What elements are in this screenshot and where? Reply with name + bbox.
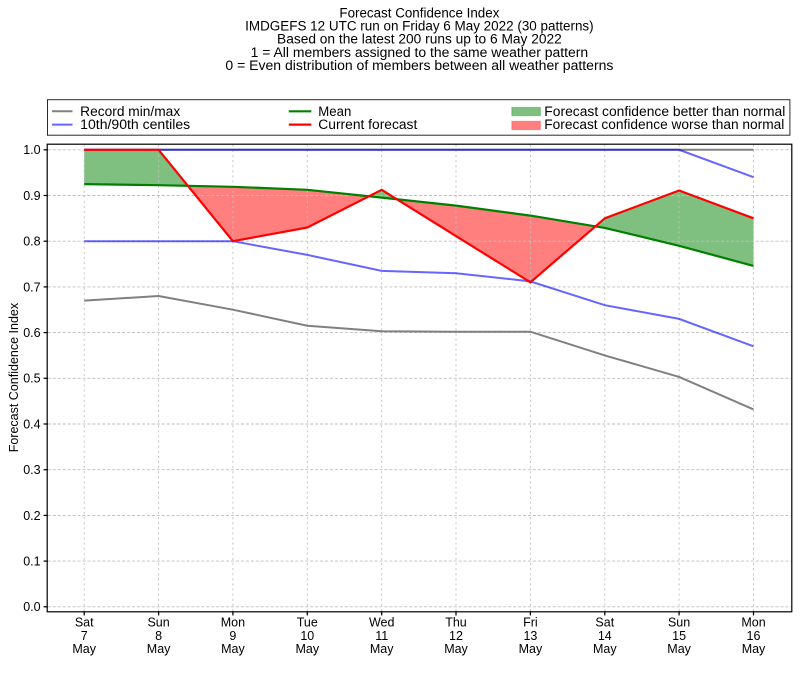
svg-text:IMDGEFS 12 UTC run on Friday 6: IMDGEFS 12 UTC run on Friday 6 May 2022 … [245,19,594,34]
svg-text:Mon: Mon [741,616,765,630]
svg-text:Forecast confidence better tha: Forecast confidence better than normal [544,104,785,119]
svg-text:0.2: 0.2 [23,509,40,523]
svg-text:Thu: Thu [445,616,467,630]
svg-text:Mean: Mean [318,104,351,119]
svg-text:May: May [147,642,171,656]
svg-text:May: May [667,642,691,656]
svg-text:Fri: Fri [523,616,538,630]
svg-text:10: 10 [300,629,314,643]
svg-text:Sun: Sun [147,616,169,630]
svg-text:1 = All members assigned to th: 1 = All members assigned to the same wea… [251,45,589,60]
svg-text:Based on the latest 200 runs u: Based on the latest 200 runs up to 6 May… [277,32,562,47]
svg-text:May: May [519,642,543,656]
svg-text:0.8: 0.8 [23,235,40,249]
svg-text:May: May [72,642,96,656]
svg-text:0 = Even distribution of membe: 0 = Even distribution of members between… [225,58,613,73]
svg-text:8: 8 [155,629,162,643]
svg-text:0.1: 0.1 [23,555,40,569]
svg-text:0.0: 0.0 [23,600,40,614]
svg-text:0.3: 0.3 [23,463,40,477]
svg-text:May: May [295,642,319,656]
svg-text:11: 11 [375,629,388,643]
svg-text:0.5: 0.5 [23,372,40,386]
svg-text:Wed: Wed [369,616,395,630]
svg-text:0.6: 0.6 [23,326,40,340]
svg-text:1.0: 1.0 [23,143,40,157]
svg-text:Forecast confidence worse than: Forecast confidence worse than normal [544,117,784,132]
svg-text:May: May [593,642,617,656]
svg-text:14: 14 [598,629,612,643]
svg-text:9: 9 [229,629,236,643]
svg-text:0.7: 0.7 [23,280,40,294]
svg-text:7: 7 [81,629,88,643]
svg-text:0.4: 0.4 [23,417,40,431]
svg-text:10th/90th centiles: 10th/90th centiles [80,117,190,132]
svg-text:Sat: Sat [75,616,94,630]
svg-text:Forecast Confidence Index: Forecast Confidence Index [7,302,21,452]
svg-text:16: 16 [747,629,761,643]
svg-text:Mon: Mon [221,616,245,630]
svg-text:May: May [370,642,394,656]
svg-text:0.9: 0.9 [23,189,40,203]
svg-text:May: May [221,642,245,656]
svg-text:May: May [742,642,766,656]
svg-text:12: 12 [449,629,463,643]
svg-text:Record min/max: Record min/max [80,104,180,119]
svg-text:15: 15 [672,629,686,643]
svg-text:13: 13 [523,629,537,643]
svg-text:Sat: Sat [595,616,614,630]
svg-text:Tue: Tue [297,616,318,630]
svg-text:May: May [444,642,468,656]
svg-text:Forecast Confidence Index: Forecast Confidence Index [339,5,499,20]
svg-text:Sun: Sun [668,616,690,630]
svg-text:Current forecast: Current forecast [318,117,417,132]
